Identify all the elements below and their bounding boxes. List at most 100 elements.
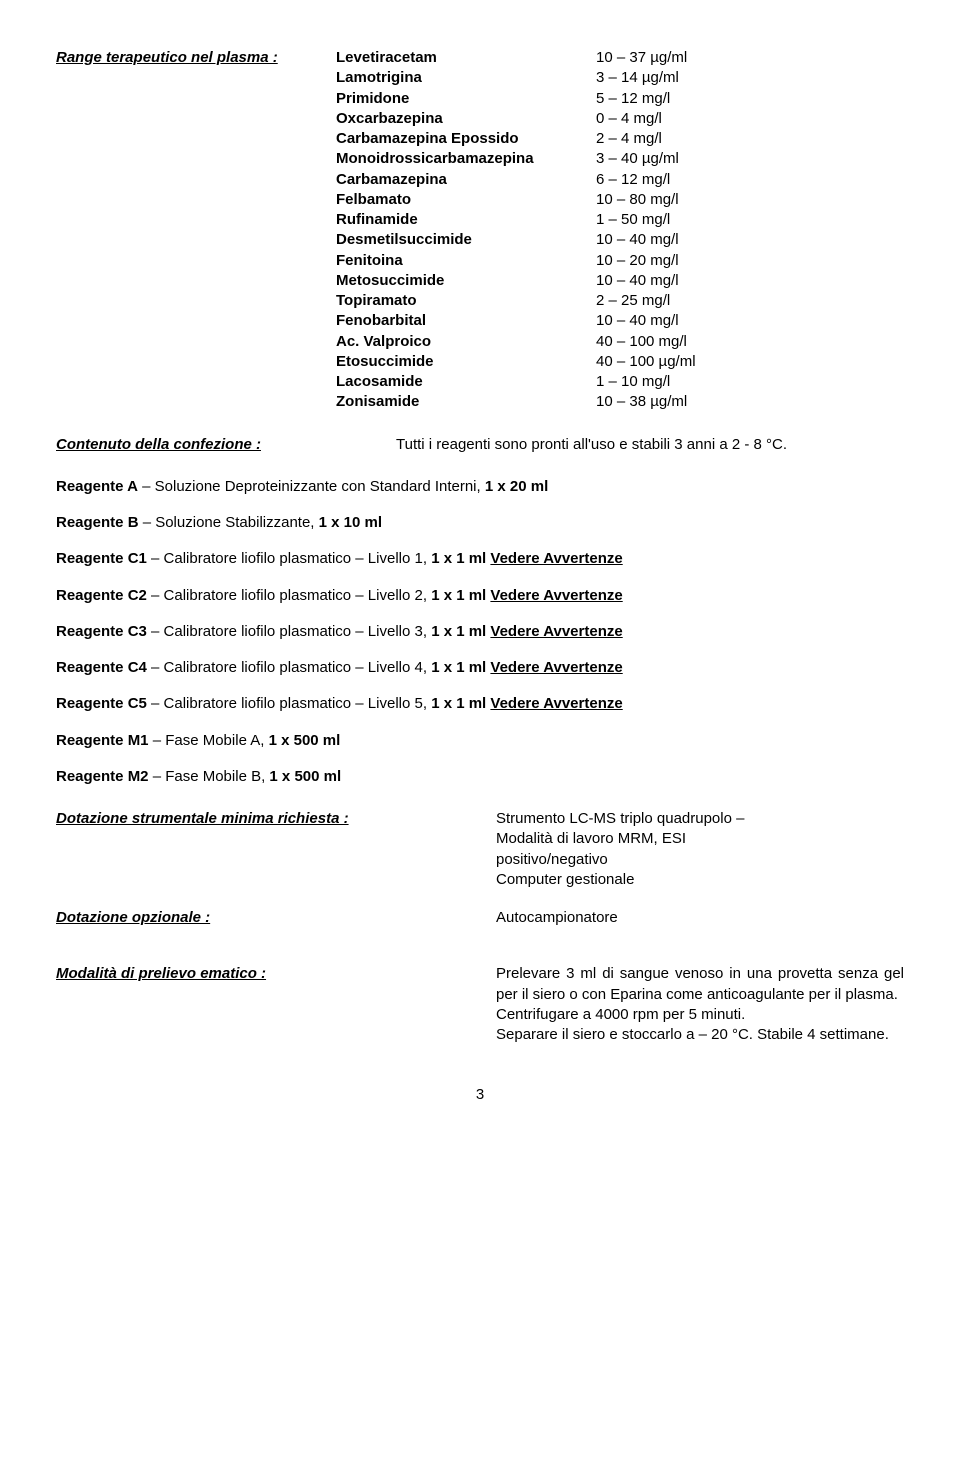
content-label: Contenuto della confezione : (56, 436, 261, 453)
optional-text: Autocampionatore (496, 908, 904, 928)
drug-row: Carbamazepina6 – 12 mg/l (336, 170, 904, 190)
reagent-code: Reagente C5 (56, 695, 147, 712)
sampling-lines: Prelevare 3 ml di sangue venoso in una p… (496, 964, 904, 1045)
drug-row: Desmetilsuccimide10 – 40 mg/l (336, 230, 904, 250)
instrument-line: Computer gestionale (496, 870, 904, 890)
drug-row: Ac. Valproico40 – 100 mg/l (336, 332, 904, 352)
drug-name: Felbamato (336, 190, 596, 210)
reagent-qty: 1 x 1 ml (431, 695, 486, 712)
drug-name: Etosuccimide (336, 352, 596, 372)
reagent-warning: Vedere Avvertenze (490, 659, 622, 676)
reagent-qty: 1 x 20 ml (485, 478, 548, 495)
sampling-line: Centrifugare a 4000 rpm per 5 minuti. (496, 1005, 904, 1025)
drug-row: Carbamazepina Epossido2 – 4 mg/l (336, 129, 904, 149)
reagent-warning: Vedere Avvertenze (490, 587, 622, 604)
drug-name: Fenobarbital (336, 311, 596, 331)
reagent-line: Reagente C2 – Calibratore liofilo plasma… (56, 586, 904, 606)
reagent-code: Reagente M2 (56, 768, 149, 785)
drug-row: Felbamato10 – 80 mg/l (336, 190, 904, 210)
drug-value: 40 – 100 µg/ml (596, 352, 904, 372)
reagent-code: Reagente C2 (56, 587, 147, 604)
reagent-desc: – Calibratore liofilo plasmatico – Livel… (147, 695, 431, 712)
drug-row: Oxcarbazepina0 – 4 mg/l (336, 109, 904, 129)
page-number: 3 (56, 1085, 904, 1105)
drug-value: 5 – 12 mg/l (596, 89, 904, 109)
sampling-line: Separare il siero e stoccarlo a – 20 °C.… (496, 1025, 904, 1045)
reagent-qty: 1 x 1 ml (431, 550, 486, 567)
drug-value: 1 – 50 mg/l (596, 210, 904, 230)
reagent-code: Reagente B (56, 514, 139, 531)
range-section: Range terapeutico nel plasma : Levetirac… (56, 48, 904, 413)
drug-list: Levetiracetam10 – 37 µg/mlLamotrigina3 –… (336, 48, 904, 413)
reagent-line: Reagente C5 – Calibratore liofilo plasma… (56, 694, 904, 714)
reagent-desc: – Fase Mobile A, (149, 732, 269, 749)
drug-name: Lacosamide (336, 372, 596, 392)
drug-row: Monoidrossicarbamazepina3 – 40 µg/ml (336, 149, 904, 169)
drug-name: Rufinamide (336, 210, 596, 230)
drug-row: Zonisamide10 – 38 µg/ml (336, 392, 904, 412)
reagent-line: Reagente B – Soluzione Stabilizzante, 1 … (56, 513, 904, 533)
drug-value: 10 – 20 mg/l (596, 251, 904, 271)
instrument-section: Dotazione strumentale minima richiesta :… (56, 809, 904, 890)
drug-value: 10 – 37 µg/ml (596, 48, 904, 68)
reagent-list: Reagente A – Soluzione Deproteinizzante … (56, 477, 904, 787)
drug-value: 2 – 4 mg/l (596, 129, 904, 149)
drug-row: Lamotrigina3 – 14 µg/ml (336, 68, 904, 88)
reagent-desc: – Fase Mobile B, (149, 768, 270, 785)
reagent-line: Reagente C3 – Calibratore liofilo plasma… (56, 622, 904, 642)
drug-name: Metosuccimide (336, 271, 596, 291)
drug-name: Primidone (336, 89, 596, 109)
drug-value: 10 – 40 mg/l (596, 311, 904, 331)
drug-value: 3 – 40 µg/ml (596, 149, 904, 169)
drug-name: Carbamazepina (336, 170, 596, 190)
reagent-code: Reagente C4 (56, 659, 147, 676)
drug-value: 10 – 40 mg/l (596, 271, 904, 291)
reagent-desc: – Soluzione Stabilizzante, (139, 514, 319, 531)
optional-label: Dotazione opzionale : (56, 909, 210, 926)
drug-value: 0 – 4 mg/l (596, 109, 904, 129)
drug-name: Carbamazepina Epossido (336, 129, 596, 149)
reagent-qty: 1 x 1 ml (431, 659, 486, 676)
instrument-line: Strumento LC-MS triplo quadrupolo – (496, 809, 904, 829)
drug-row: Metosuccimide10 – 40 mg/l (336, 271, 904, 291)
reagent-code: Reagente C1 (56, 550, 147, 567)
reagent-desc: – Calibratore liofilo plasmatico – Livel… (147, 659, 431, 676)
drug-value: 1 – 10 mg/l (596, 372, 904, 392)
reagent-line: Reagente C1 – Calibratore liofilo plasma… (56, 549, 904, 569)
reagent-warning: Vedere Avvertenze (490, 550, 622, 567)
reagent-line: Reagente M2 – Fase Mobile B, 1 x 500 ml (56, 767, 904, 787)
drug-row: Fenitoina10 – 20 mg/l (336, 251, 904, 271)
drug-name: Lamotrigina (336, 68, 596, 88)
drug-row: Primidone5 – 12 mg/l (336, 89, 904, 109)
reagent-line: Reagente M1 – Fase Mobile A, 1 x 500 ml (56, 731, 904, 751)
drug-row: Topiramato2 – 25 mg/l (336, 291, 904, 311)
drug-name: Fenitoina (336, 251, 596, 271)
reagent-warning: Vedere Avvertenze (490, 623, 622, 640)
reagent-qty: 1 x 10 ml (319, 514, 382, 531)
drug-value: 2 – 25 mg/l (596, 291, 904, 311)
instrument-label: Dotazione strumentale minima richiesta : (56, 810, 349, 827)
drug-value: 6 – 12 mg/l (596, 170, 904, 190)
drug-value: 10 – 38 µg/ml (596, 392, 904, 412)
content-text: Tutti i reagenti sono pronti all'uso e s… (396, 435, 904, 455)
optional-section: Dotazione opzionale : Autocampionatore (56, 908, 904, 928)
reagent-line: Reagente C4 – Calibratore liofilo plasma… (56, 658, 904, 678)
drug-name: Levetiracetam (336, 48, 596, 68)
reagent-warning: Vedere Avvertenze (490, 695, 622, 712)
drug-value: 10 – 80 mg/l (596, 190, 904, 210)
sampling-section: Modalità di prelievo ematico : Prelevare… (56, 964, 904, 1045)
content-section: Contenuto della confezione : Tutti i rea… (56, 435, 904, 455)
reagent-line: Reagente A – Soluzione Deproteinizzante … (56, 477, 904, 497)
reagent-qty: 1 x 1 ml (431, 587, 486, 604)
drug-row: Fenobarbital10 – 40 mg/l (336, 311, 904, 331)
drug-value: 3 – 14 µg/ml (596, 68, 904, 88)
reagent-desc: – Soluzione Deproteinizzante con Standar… (138, 478, 485, 495)
reagent-code: Reagente C3 (56, 623, 147, 640)
reagent-desc: – Calibratore liofilo plasmatico – Livel… (147, 623, 431, 640)
reagent-desc: – Calibratore liofilo plasmatico – Livel… (147, 587, 431, 604)
instrument-line: positivo/negativo (496, 850, 904, 870)
reagent-qty: 1 x 500 ml (269, 768, 341, 785)
sampling-line: Prelevare 3 ml di sangue venoso in una p… (496, 964, 904, 1005)
drug-row: Etosuccimide40 – 100 µg/ml (336, 352, 904, 372)
reagent-qty: 1 x 1 ml (431, 623, 486, 640)
